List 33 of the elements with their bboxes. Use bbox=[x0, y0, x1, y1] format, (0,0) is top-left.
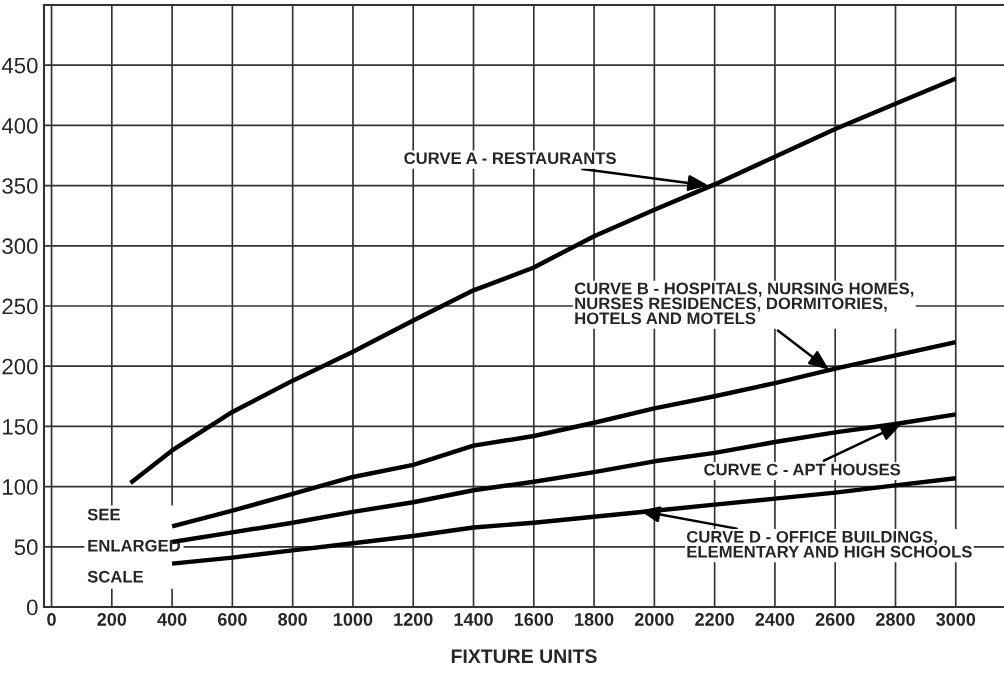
x-tick-label: 800 bbox=[278, 613, 307, 626]
y-tick-label: 200 bbox=[2, 358, 38, 375]
x-tick-label: 2000 bbox=[634, 613, 674, 626]
y-tick-label: 350 bbox=[2, 178, 38, 194]
annotation: CURVE B - HOSPITALS, NURSING HOMES, NURSES RESIDENCES, DORMITORIES, HOTELS AND MOTELS bbox=[574, 282, 914, 325]
y-tick-label: 50 bbox=[14, 539, 38, 556]
y-tick-label: 400 bbox=[1, 117, 38, 134]
y-tick-label: 100 bbox=[3, 479, 38, 495]
line-series bbox=[128, 76, 958, 486]
x-tick-label: 2200 bbox=[695, 613, 734, 626]
x-tick-label: 1000 bbox=[334, 613, 373, 626]
x-tick-label: 1600 bbox=[514, 613, 554, 626]
x-tick-label: 1800 bbox=[575, 613, 614, 626]
x-tick-label: 600 bbox=[217, 613, 247, 626]
annotation: SEE ENLARGED SCALE bbox=[87, 508, 181, 583]
x-tick-label: 2400 bbox=[755, 613, 795, 626]
x-tick-label: 0 bbox=[47, 613, 56, 626]
x-tick-label: 1200 bbox=[394, 613, 433, 626]
x-tick-label: 200 bbox=[97, 613, 127, 626]
y-tick-label: 250 bbox=[2, 298, 38, 315]
annotation: CURVE C - APT HOUSES bbox=[704, 463, 901, 476]
x-tick-label: 2800 bbox=[876, 613, 915, 626]
x-axis-title: FIXTURE UNITS bbox=[451, 649, 597, 664]
y-tick-label: 150 bbox=[3, 418, 38, 435]
x-tick-label: 3000 bbox=[936, 613, 976, 626]
y-tick-label: 450 bbox=[1, 57, 38, 74]
annotation: CURVE D - OFFICE BUILDINGS, ELEMENTARY AND HIGH SCHOOLS bbox=[686, 530, 972, 558]
x-tick-label: 2600 bbox=[815, 613, 855, 626]
annotation: CURVE A - RESTAURANTS bbox=[404, 152, 616, 165]
x-tick-label: 400 bbox=[157, 613, 187, 626]
x-tick-label: 1400 bbox=[454, 613, 493, 626]
y-tick-label: 300 bbox=[2, 238, 38, 255]
line-series bbox=[169, 339, 958, 529]
